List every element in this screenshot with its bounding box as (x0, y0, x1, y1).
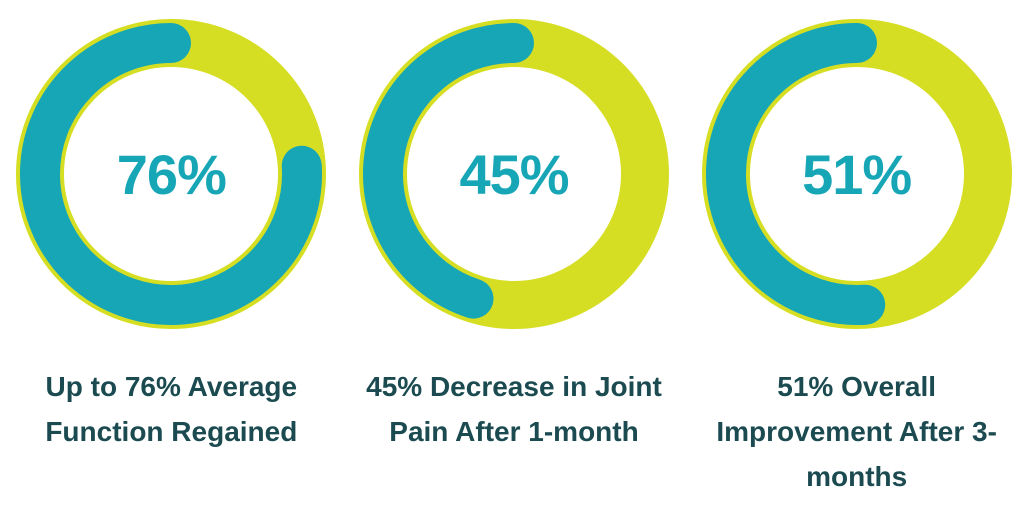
donut-progress-arc (705, 23, 885, 325)
stat-column-function-regained: 76% Up to 76% Average Function Regained (0, 0, 343, 530)
donut-progress-arc (363, 23, 534, 319)
donut-chart-joint-pain: 45% (358, 18, 670, 330)
donut-progress-arc (20, 23, 323, 325)
stat-column-joint-pain: 45% 45% Decrease in Joint Pain After 1-m… (343, 0, 686, 530)
stat-caption: 51% Overall Improvement After 3-months (716, 371, 997, 492)
stat-caption: Up to 76% Average Function Regained (45, 371, 298, 447)
donut-chart-function-regained: 76% (15, 18, 327, 330)
stat-caption: 45% Decrease in Joint Pain After 1-month (366, 371, 662, 447)
donut-ring (701, 19, 1012, 329)
stat-column-overall-improvement: 51% 51% Overall Improvement After 3-mont… (685, 0, 1028, 530)
donut-ring (359, 19, 669, 329)
donut-ring (16, 19, 327, 329)
donut-chart-overall-improvement: 51% (701, 18, 1013, 330)
